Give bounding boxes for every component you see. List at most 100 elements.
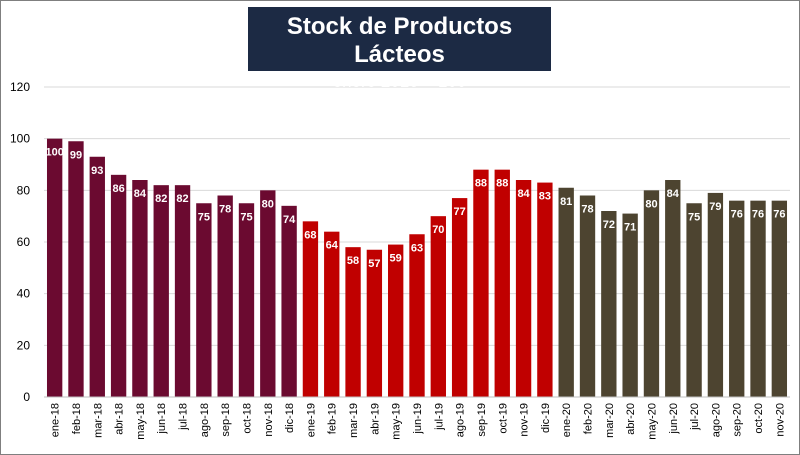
bar: [132, 180, 148, 397]
x-tick-label: oct-19: [497, 403, 509, 434]
x-tick-label: nov-19: [519, 403, 531, 437]
x-tick-label: nov-20: [774, 403, 786, 437]
data-label: 84: [517, 188, 530, 200]
data-label: 75: [688, 211, 700, 223]
x-tick-label: jul-19: [433, 403, 445, 431]
x-tick-label: dic-19: [540, 403, 552, 433]
y-tick-label: 80: [17, 183, 31, 197]
data-label: 83: [539, 191, 551, 203]
data-label: 100: [45, 147, 63, 159]
x-tick-label: may-18: [135, 403, 147, 440]
x-tick-label: mar-19: [348, 403, 360, 438]
data-label: 72: [603, 219, 615, 231]
bar: [771, 200, 788, 397]
data-label: 75: [198, 211, 210, 223]
data-label: 57: [368, 258, 380, 270]
x-tick-label: may-20: [646, 403, 658, 440]
data-label: 80: [262, 198, 274, 210]
bar: [750, 200, 766, 397]
data-label: 82: [155, 193, 167, 205]
x-tick-label: sep-19: [476, 403, 488, 437]
y-tick-label: 100: [10, 132, 30, 146]
x-tick-label: oct-20: [753, 403, 765, 434]
data-label: 86: [112, 183, 124, 195]
x-tick-label: feb-18: [71, 403, 83, 434]
data-label: 99: [70, 149, 82, 161]
data-label: 76: [773, 209, 785, 221]
bar: [686, 203, 702, 397]
bar: [558, 187, 574, 397]
x-tick-label: dic-18: [284, 403, 296, 433]
x-tick-label: abr-18: [114, 403, 126, 435]
y-tick-label: 40: [17, 287, 31, 301]
bar: [515, 180, 532, 397]
bar: [238, 203, 255, 397]
x-tick-label: abr-20: [625, 403, 637, 435]
y-tick-label: 0: [23, 390, 30, 404]
bar: [196, 203, 212, 397]
bar: [217, 195, 233, 397]
data-label: 59: [390, 253, 402, 265]
data-label: 64: [326, 240, 339, 252]
data-label: 77: [454, 206, 466, 218]
bar: [473, 169, 489, 397]
data-label: 63: [411, 242, 423, 254]
bar: [260, 190, 276, 397]
bar: [388, 244, 404, 397]
data-label: 70: [432, 224, 444, 236]
bar: [281, 205, 297, 397]
x-tick-label: jun-20: [668, 403, 680, 435]
bar: [643, 190, 660, 397]
x-tick-label: mar-18: [92, 403, 104, 438]
x-tick-label: ago-20: [710, 403, 722, 437]
x-tick-label: may-19: [391, 403, 403, 440]
x-tick-label: feb-20: [583, 403, 595, 434]
bar: [46, 138, 63, 397]
x-tick-label: mar-20: [604, 403, 616, 438]
x-tick-label: nov-18: [263, 403, 275, 437]
x-tick-label: feb-19: [327, 403, 339, 434]
data-label: 75: [240, 211, 252, 223]
bar: [324, 231, 340, 397]
data-label: 84: [667, 188, 680, 200]
bar: [729, 200, 745, 397]
chart-title: Stock de Productos Lácteos: [286, 13, 513, 68]
x-tick-label: ene-19: [305, 403, 317, 437]
data-label: 82: [176, 193, 188, 205]
y-axis-ticks: 0 20 40 60 80 100 120: [10, 80, 30, 404]
bar: [537, 182, 553, 397]
x-tick-label: jul-20: [689, 403, 701, 431]
bars: [46, 138, 788, 397]
x-tick-label: ago-18: [199, 403, 211, 437]
x-tick-label: ago-19: [455, 403, 467, 437]
data-labels: 100 99 93 86 84 82 82 75 78 75 80 74 68 64 58 57 59 63 70 7…: [45, 147, 785, 270]
bar: [366, 249, 383, 397]
data-label: 78: [581, 204, 593, 216]
data-label: 79: [709, 201, 721, 213]
bar: [409, 234, 425, 397]
data-label: 68: [304, 229, 316, 241]
bar: [345, 247, 361, 397]
y-tick-label: 120: [10, 80, 30, 94]
x-tick-label: jun-19: [412, 403, 424, 435]
data-label: 76: [731, 209, 743, 221]
data-label: 78: [219, 204, 231, 216]
x-tick-label: sep-20: [732, 403, 744, 437]
x-tick-label: ene-18: [50, 403, 62, 437]
data-label: 81: [560, 196, 572, 208]
data-label: 88: [475, 178, 487, 190]
bar: [110, 174, 127, 397]
data-label: 88: [496, 178, 508, 190]
x-tick-label: oct-18: [241, 403, 253, 434]
bar: [707, 192, 724, 397]
x-tick-label: jul-18: [178, 403, 190, 431]
x-tick-label: sep-18: [220, 403, 232, 437]
chart-title-box: Stock de Productos Lácteos - enero 2018 …: [248, 7, 551, 91]
bar: [174, 185, 191, 397]
bar: [494, 169, 510, 397]
bar: [579, 195, 596, 397]
bar: [153, 185, 169, 397]
data-label: 93: [91, 165, 103, 177]
bar: [68, 141, 84, 397]
data-label: 84: [134, 188, 147, 200]
